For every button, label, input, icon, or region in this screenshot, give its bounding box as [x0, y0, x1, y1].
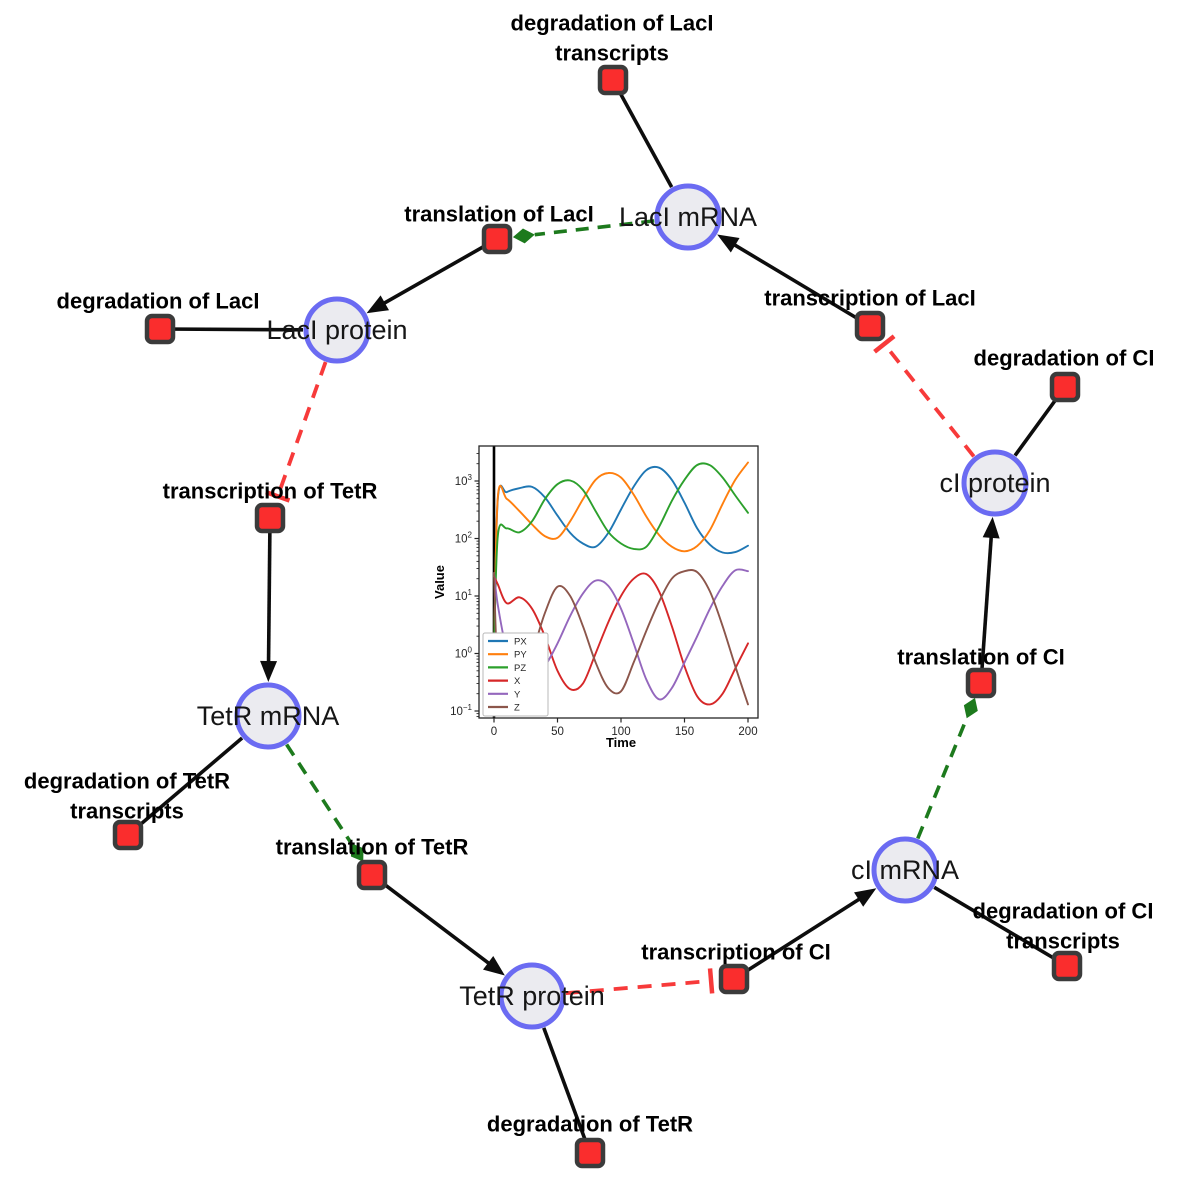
- legend-label-Y: Y: [514, 689, 521, 700]
- diamond-arrowhead-icon: [963, 697, 978, 719]
- translation-laci-label: translation of LacI: [404, 202, 593, 227]
- arrowhead-icon: [483, 956, 505, 976]
- legend: PX PY PZ XYZ: [482, 632, 549, 717]
- tetr-mrna-label: TetR mRNA: [197, 701, 340, 731]
- reaction-node-deg-laci-transcripts[interactable]: [597, 64, 629, 96]
- reaction-node-translation-tetr[interactable]: [356, 859, 388, 891]
- edge-tetr-protein-deg-tetr: [542, 1027, 592, 1154]
- tetr-protein-label: TetR protein: [459, 981, 605, 1011]
- edge-laci-protein-deg-laci: [159, 327, 304, 332]
- laci-protein-label: LacI protein: [266, 315, 407, 345]
- deg-ci-label: degradation of CI: [974, 346, 1155, 371]
- arrowhead-icon: [260, 660, 278, 683]
- edge-laci-mrna-translation-laci: [512, 219, 655, 244]
- diamond-arrowhead-icon: [512, 228, 535, 244]
- ci-protein-label: cI protein: [939, 468, 1050, 498]
- species-node-tetr-protein[interactable]: [498, 962, 566, 1030]
- arrowhead-icon: [854, 888, 877, 907]
- diamond-arrowhead-icon: [350, 843, 364, 862]
- y-tick-label: 102: [455, 531, 473, 546]
- edge-laci-mrna-deg-laci-transcripts: [611, 79, 674, 189]
- nodes-layer: [112, 64, 1083, 1169]
- reaction-node-transcription-ci[interactable]: [718, 963, 750, 995]
- reaction-node-deg-tetr[interactable]: [574, 1137, 606, 1169]
- series-PX: [493, 465, 749, 655]
- simulation-plot: 103 102 101 100 10−1 0 50 100 150 200 PX PY PZ XYZ Tim…: [435, 445, 759, 750]
- x-tick-label: 100: [611, 726, 630, 738]
- y-tick-label: 103: [455, 473, 473, 488]
- legend-label-PX: PX: [514, 637, 527, 648]
- series-X: [493, 572, 749, 706]
- deg-ci-transcripts-label: transcripts: [1006, 929, 1120, 954]
- edge-translation-laci-laci-protein: [366, 237, 498, 314]
- edge-tetr-mrna-translation-tetr: [285, 743, 364, 862]
- edge-tetr-mrna-deg-tetr-transcripts: [126, 736, 244, 837]
- arrowhead-icon: [982, 516, 1000, 539]
- x-tick-label: 0: [491, 726, 497, 738]
- edge-transcription-ci-ci-mrna: [733, 888, 877, 981]
- translation-ci-label: translation of CI: [897, 645, 1064, 670]
- species-node-laci-mrna[interactable]: [654, 183, 722, 251]
- laci-mrna-label: LacI mRNA: [619, 202, 757, 232]
- translation-tetr-label: translation of TetR: [276, 835, 469, 860]
- y-tick-label: 100: [455, 646, 473, 661]
- deg-tetr-transcripts-label: transcripts: [70, 799, 184, 824]
- reaction-node-deg-tetr-transcripts[interactable]: [112, 819, 144, 851]
- deg-tetr-label: degradation of TetR: [487, 1112, 693, 1137]
- series-PY: [493, 461, 749, 655]
- x-axis-label: Time: [606, 735, 636, 750]
- y-tick-label: 101: [455, 588, 473, 603]
- transcription-ci-label: transcription of CI: [641, 940, 830, 965]
- deg-ci-transcripts-label: degradation of CI: [973, 899, 1154, 924]
- reaction-node-deg-laci[interactable]: [144, 313, 176, 345]
- edge-ci-mrna-deg-ci-transcripts: [933, 885, 1068, 968]
- tbar-inhibitor-icon: [265, 490, 291, 503]
- y-axis-label: Value: [435, 565, 447, 599]
- edges-layer: [126, 79, 1068, 1154]
- labels-layer: degradation of LacI transcripts translatio…: [24, 11, 1155, 1137]
- species-node-ci-protein[interactable]: [961, 449, 1029, 517]
- edge-laci-protein-transcription-tetr: [265, 361, 328, 503]
- edge-ci-protein-transcription-laci: [873, 334, 976, 458]
- deg-laci-transcripts-label: degradation of LacI: [511, 11, 714, 36]
- arrowhead-icon: [717, 234, 740, 253]
- deg-laci-transcripts-label: transcripts: [555, 41, 669, 66]
- legend-label-Z: Z: [514, 703, 520, 714]
- series-PZ: [493, 462, 749, 655]
- deg-tetr-transcripts-label: degradation of TetR: [24, 769, 230, 794]
- reaction-node-deg-ci-transcripts[interactable]: [1051, 950, 1083, 982]
- reaction-node-transcription-tetr[interactable]: [254, 502, 286, 534]
- reaction-node-deg-ci[interactable]: [1049, 371, 1081, 403]
- ci-mrna-label: cI mRNA: [851, 855, 959, 885]
- edge-translation-tetr-tetr-protein: [370, 873, 505, 976]
- species-node-tetr-mrna[interactable]: [234, 682, 302, 750]
- species-node-laci-protein[interactable]: [303, 296, 371, 364]
- transcription-laci-label: transcription of LacI: [764, 286, 975, 311]
- legend-label-PZ: PZ: [514, 663, 526, 674]
- edge-transcription-laci-laci-mrna: [717, 234, 871, 328]
- tbar-inhibitor-icon: [707, 968, 715, 994]
- transcription-tetr-label: transcription of TetR: [163, 479, 378, 504]
- legend-label-PY: PY: [514, 650, 527, 661]
- deg-laci-label: degradation of LacI: [57, 289, 260, 314]
- edge-ci-mrna-translation-ci: [916, 697, 978, 840]
- edge-tetr-protein-transcription-ci: [565, 968, 715, 996]
- arrowhead-icon: [366, 295, 390, 314]
- legend-label-X: X: [514, 676, 521, 687]
- x-tick-label: 50: [551, 726, 564, 738]
- tbar-inhibitor-icon: [873, 334, 896, 354]
- y-tick-label: 10−1: [450, 703, 472, 718]
- species-node-ci-mrna[interactable]: [871, 836, 939, 904]
- edge-transcription-tetr-tetr-mrna: [260, 517, 278, 683]
- reaction-node-translation-ci[interactable]: [965, 667, 997, 699]
- x-tick-label: 200: [738, 726, 757, 738]
- edge-translation-ci-ci-protein: [979, 516, 1000, 684]
- x-tick-label: 150: [675, 726, 694, 738]
- reaction-node-transcription-laci[interactable]: [854, 310, 886, 342]
- reaction-node-translation-laci[interactable]: [481, 223, 513, 255]
